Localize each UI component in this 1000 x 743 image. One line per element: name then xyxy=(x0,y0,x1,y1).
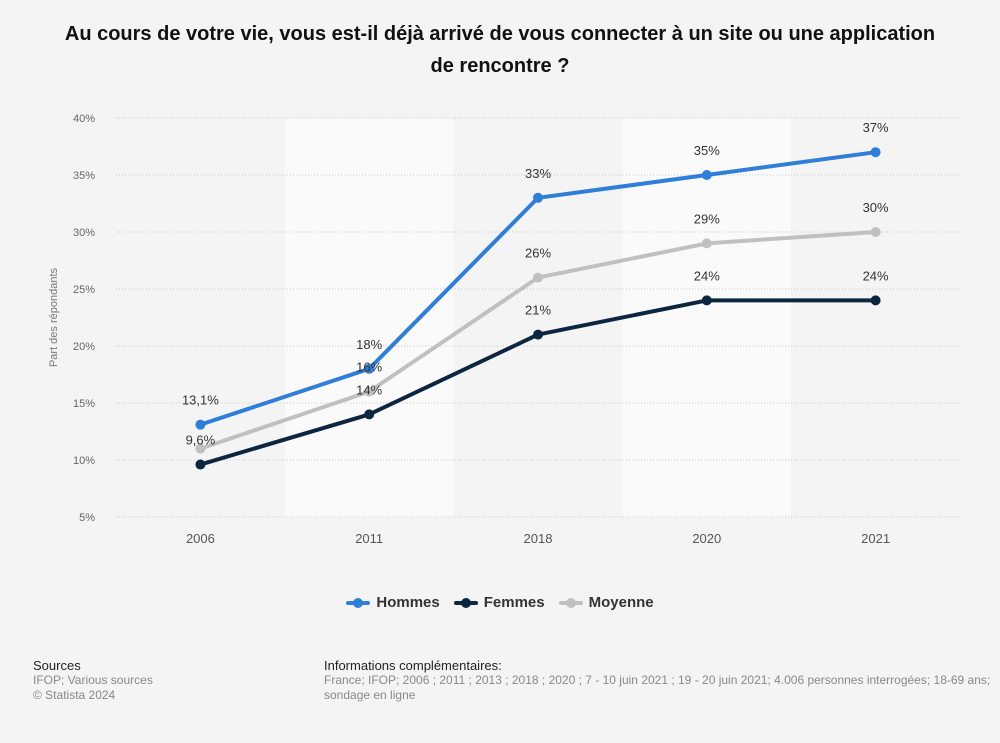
data-label-moyenne: 30% xyxy=(863,200,889,215)
data-point-femmes xyxy=(701,295,712,306)
plot-band-0 xyxy=(116,118,285,517)
sources-block: Sources IFOP; Various sources © Statista… xyxy=(33,658,153,703)
data-label-femmes: 14% xyxy=(356,382,382,397)
data-point-moyenne xyxy=(533,272,543,283)
y-tick-label: 5% xyxy=(79,512,95,524)
data-label-hommes: 18% xyxy=(356,337,382,352)
y-tick-label: 25% xyxy=(73,284,95,296)
data-label-hommes: 37% xyxy=(863,120,889,135)
y-axis-title: Part des répondants xyxy=(48,267,60,367)
x-tick-label: 2011 xyxy=(355,531,383,546)
x-tick-label: 2021 xyxy=(861,531,890,546)
y-tick-label: 15% xyxy=(73,398,95,410)
y-tick-label: 40% xyxy=(73,113,95,125)
sources-heading: Sources xyxy=(33,658,81,673)
data-label-hommes: 35% xyxy=(694,143,720,158)
info-block: Informations complémentaires: France; IF… xyxy=(324,658,1000,703)
data-point-femmes xyxy=(195,459,206,470)
x-tick-label: 2006 xyxy=(186,531,215,546)
data-point-hommes xyxy=(533,192,543,203)
chart-title: Au cours de votre vie, vous est-il déjà … xyxy=(64,23,936,77)
x-tick-label: 2020 xyxy=(692,531,721,546)
data-label-moyenne: 16% xyxy=(356,360,382,375)
legend-marker-hommes xyxy=(346,597,371,608)
data-label-moyenne: 29% xyxy=(694,211,720,226)
legend-marker-femmes xyxy=(453,597,478,608)
info-line-2: sondage en ligne xyxy=(324,688,416,702)
info-heading: Informations complémentaires: xyxy=(324,658,502,673)
line-chart: 5% 10% 15% 20% 25% 30% 35% 40% 2006 2011 2018 2020 2… xyxy=(48,113,960,546)
data-point-moyenne xyxy=(701,238,712,249)
data-label-moyenne: 26% xyxy=(525,246,551,261)
sources-line-1[interactable]: IFOP; Various sources xyxy=(33,673,153,687)
data-point-moyenne xyxy=(870,227,881,237)
legend-label-femmes: Femmes xyxy=(483,594,545,611)
legend-label-hommes: Hommes xyxy=(376,594,440,611)
sources-line-2: © Statista 2024 xyxy=(33,688,116,702)
y-tick-label: 10% xyxy=(73,455,95,467)
data-point-hommes xyxy=(701,170,712,180)
data-label-femmes: 24% xyxy=(694,268,720,283)
x-tick-label: 2018 xyxy=(524,531,553,546)
data-point-hommes xyxy=(364,363,375,374)
legend-item-femmes[interactable]: Femmes xyxy=(453,594,545,611)
data-label-femmes: 9,6% xyxy=(186,433,216,448)
legend-item-moyenne[interactable]: Moyenne xyxy=(558,594,654,611)
chart-legend: Hommes Femmes Moyenne xyxy=(0,594,1000,611)
data-label-femmes: 21% xyxy=(525,303,551,318)
data-point-femmes xyxy=(364,409,375,420)
data-point-femmes xyxy=(870,295,881,306)
legend-label-moyenne: Moyenne xyxy=(588,594,654,611)
data-point-moyenne xyxy=(195,443,206,454)
plot-band-1 xyxy=(284,118,454,517)
data-label-hommes: 33% xyxy=(525,166,551,181)
data-point-moyenne xyxy=(364,386,375,397)
data-point-hommes xyxy=(195,419,206,430)
legend-marker-moyenne xyxy=(558,597,583,608)
data-label-hommes: 13,1% xyxy=(182,393,219,408)
y-tick-label: 20% xyxy=(73,341,95,353)
y-tick-label: 30% xyxy=(73,227,95,239)
data-point-hommes xyxy=(870,147,881,158)
y-tick-label: 35% xyxy=(73,170,95,182)
data-label-femmes: 24% xyxy=(863,268,889,283)
info-line-1: France; IFOP; 2006 ; 2011 ; 2013 ; 2018 … xyxy=(324,673,991,687)
data-point-femmes xyxy=(533,329,543,340)
legend-item-hommes[interactable]: Hommes xyxy=(346,594,440,611)
plot-band-4 xyxy=(791,118,960,517)
